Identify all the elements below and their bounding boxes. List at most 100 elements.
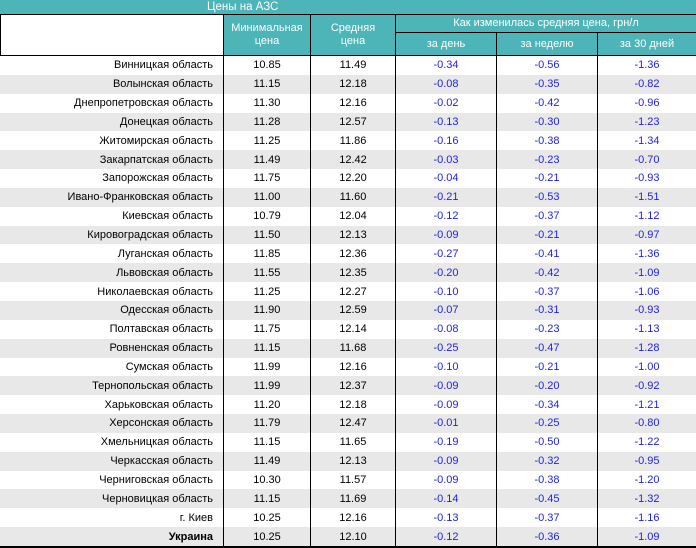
region-cell: Ровненская область	[109, 342, 214, 355]
min-price-cell: 11.49	[223, 150, 310, 170]
table-row: Ивано-Франковская область 11.00 11.60 -0.21…	[0, 187, 696, 207]
table-row: Тернопольская область 11.99 12.37 -0.09 -0.2…	[0, 376, 696, 396]
change-week-cell: -0.50	[496, 432, 597, 452]
table-body: Винницкая область 10.85 11.49 -0.34 -0.56 -1.…	[0, 56, 696, 546]
change-week-cell: -0.21	[496, 357, 597, 377]
region-cell: Николаевская область	[97, 285, 213, 298]
min-price-cell: 11.49	[223, 451, 310, 471]
change-week-cell: -0.21	[496, 169, 597, 188]
region-cell: Луганская область	[117, 247, 213, 260]
change-day-cell: -0.09	[395, 225, 496, 245]
change-week-cell: -0.38	[496, 131, 597, 151]
region-cell: Черниговская область	[99, 474, 213, 487]
table-row: г. Киев 10.25 12.16 -0.13 -0.37 -1.16	[0, 508, 696, 528]
change-week-cell: -0.32	[496, 451, 597, 471]
avg-price-cell: 12.10	[310, 527, 395, 546]
change-day-cell: -0.16	[395, 131, 496, 151]
table-row: Сумская область 11.99 12.16 -0.10 -0.21 -1.00	[0, 357, 696, 377]
table-title: Цены на АЗС	[207, 1, 279, 13]
table-row: Винницкая область 10.85 11.49 -0.34 -0.56 -1.…	[0, 56, 696, 75]
min-price-cell: 10.79	[223, 206, 310, 226]
change-week-cell: -0.35	[496, 74, 597, 94]
table-row: Днепропетровская область 11.30 12.16 -0.02-…	[0, 93, 696, 113]
min-price-cell: 11.90	[223, 300, 310, 320]
change-30d-cell: -1.09	[597, 527, 696, 546]
change-day-cell: -0.20	[395, 263, 496, 283]
avg-price-cell: 11.69	[310, 489, 395, 509]
change-day-cell: -0.13	[395, 112, 496, 132]
change-week-cell: -0.42	[496, 263, 597, 283]
region-column-header	[0, 15, 223, 55]
avg-price-cell: 12.59	[310, 300, 395, 320]
region-cell: Винницкая область	[114, 59, 213, 72]
change-day-cell: -0.10	[395, 357, 496, 377]
region-cell: Киевская область	[122, 210, 213, 223]
min-price-cell: 11.20	[223, 395, 310, 415]
change-30d-cell: -0.82	[597, 74, 696, 94]
min-price-cell: 11.15	[223, 338, 310, 358]
avg-price-cell: 11.65	[310, 432, 395, 452]
change-30d-cell: -1.34	[597, 131, 696, 151]
table-row: Черниговская область 10.30 11.57 -0.09 -0.38…	[0, 470, 696, 490]
change-day-cell: -0.09	[395, 451, 496, 471]
change-week-cell: -0.37	[496, 206, 597, 226]
change-day-cell: -0.13	[395, 508, 496, 528]
table-row: Харьковская область 11.20 12.18 -0.09 -0.34-…	[0, 395, 696, 415]
min-price-cell: 10.30	[223, 470, 310, 490]
min-price-cell: 11.75	[223, 169, 310, 188]
change-week-cell: -0.47	[496, 338, 597, 358]
region-cell: Черновицкая область	[102, 492, 213, 505]
change-30d-column-header: за 30 дней	[597, 33, 696, 55]
min-price-cell: 11.25	[223, 282, 310, 301]
region-cell: Волынская область	[112, 78, 213, 91]
change-day-cell: -0.01	[395, 414, 496, 433]
avg-price-cell: 11.60	[310, 187, 395, 207]
avg-price-cell: 12.14	[310, 319, 395, 339]
region-cell: Хмельницкая область	[100, 436, 213, 449]
min-price-cell: 11.00	[223, 187, 310, 207]
change-day-cell: -0.09	[395, 376, 496, 396]
change-week-cell: -0.42	[496, 93, 597, 113]
region-cell: Черкасская область	[110, 455, 213, 468]
avg-price-cell: 11.68	[310, 338, 395, 358]
avg-price-cell: 12.04	[310, 206, 395, 226]
change-week-cell: -0.21	[496, 225, 597, 245]
min-price-cell: 11.99	[223, 376, 310, 396]
table-title-bar: Цены на АЗС	[0, 0, 696, 15]
min-price-cell: 11.99	[223, 357, 310, 377]
min-price-cell: 11.25	[223, 131, 310, 151]
min-price-cell: 11.79	[223, 414, 310, 433]
avg-price-cell: 12.16	[310, 93, 395, 113]
table-row: Хмельницкая область 11.15 11.65 -0.19 -0.50-…	[0, 432, 696, 452]
table-row: Житомирская область 11.25 11.86 -0.16 -0.38-…	[0, 131, 696, 151]
region-cell: Одесская область	[120, 304, 213, 317]
table-row: Киевская область 10.79 12.04 -0.12 -0.37 -1.1…	[0, 206, 696, 226]
table-row: Украина 10.25 12.10 -0.12 -0.36 -1.09	[0, 527, 696, 546]
region-cell: Сумская область	[125, 360, 213, 373]
change-30d-cell: -1.12	[597, 206, 696, 226]
change-day-cell: -0.14	[395, 489, 496, 509]
change-30d-cell: -1.06	[597, 282, 696, 301]
avg-price-cell: 12.42	[310, 150, 395, 170]
change-30d-cell: -1.32	[597, 489, 696, 509]
table-header: Минимальная цена Средняя цена Как измени…	[0, 15, 696, 56]
change-30d-cell: -0.96	[597, 93, 696, 113]
min-price-cell: 11.28	[223, 112, 310, 132]
min-price-cell: 10.85	[223, 56, 310, 75]
table-row: Закарпатская область 11.49 12.42 -0.03 -0.23…	[0, 150, 696, 170]
avg-price-cell: 12.13	[310, 225, 395, 245]
region-cell: г. Киев	[179, 511, 213, 524]
min-price-cell: 11.55	[223, 263, 310, 283]
change-week-cell: -0.38	[496, 470, 597, 490]
change-week-cell: -0.23	[496, 150, 597, 170]
region-cell: Закарпатская область	[99, 153, 213, 166]
change-30d-cell: -1.22	[597, 432, 696, 452]
change-day-cell: -0.08	[395, 319, 496, 339]
avg-price-cell: 12.36	[310, 244, 395, 264]
change-day-cell: -0.27	[395, 244, 496, 264]
change-day-cell: -0.19	[395, 432, 496, 452]
avg-price-cell: 12.18	[310, 74, 395, 94]
change-30d-cell: -1.20	[597, 470, 696, 490]
min-price-cell: 11.30	[223, 93, 310, 113]
